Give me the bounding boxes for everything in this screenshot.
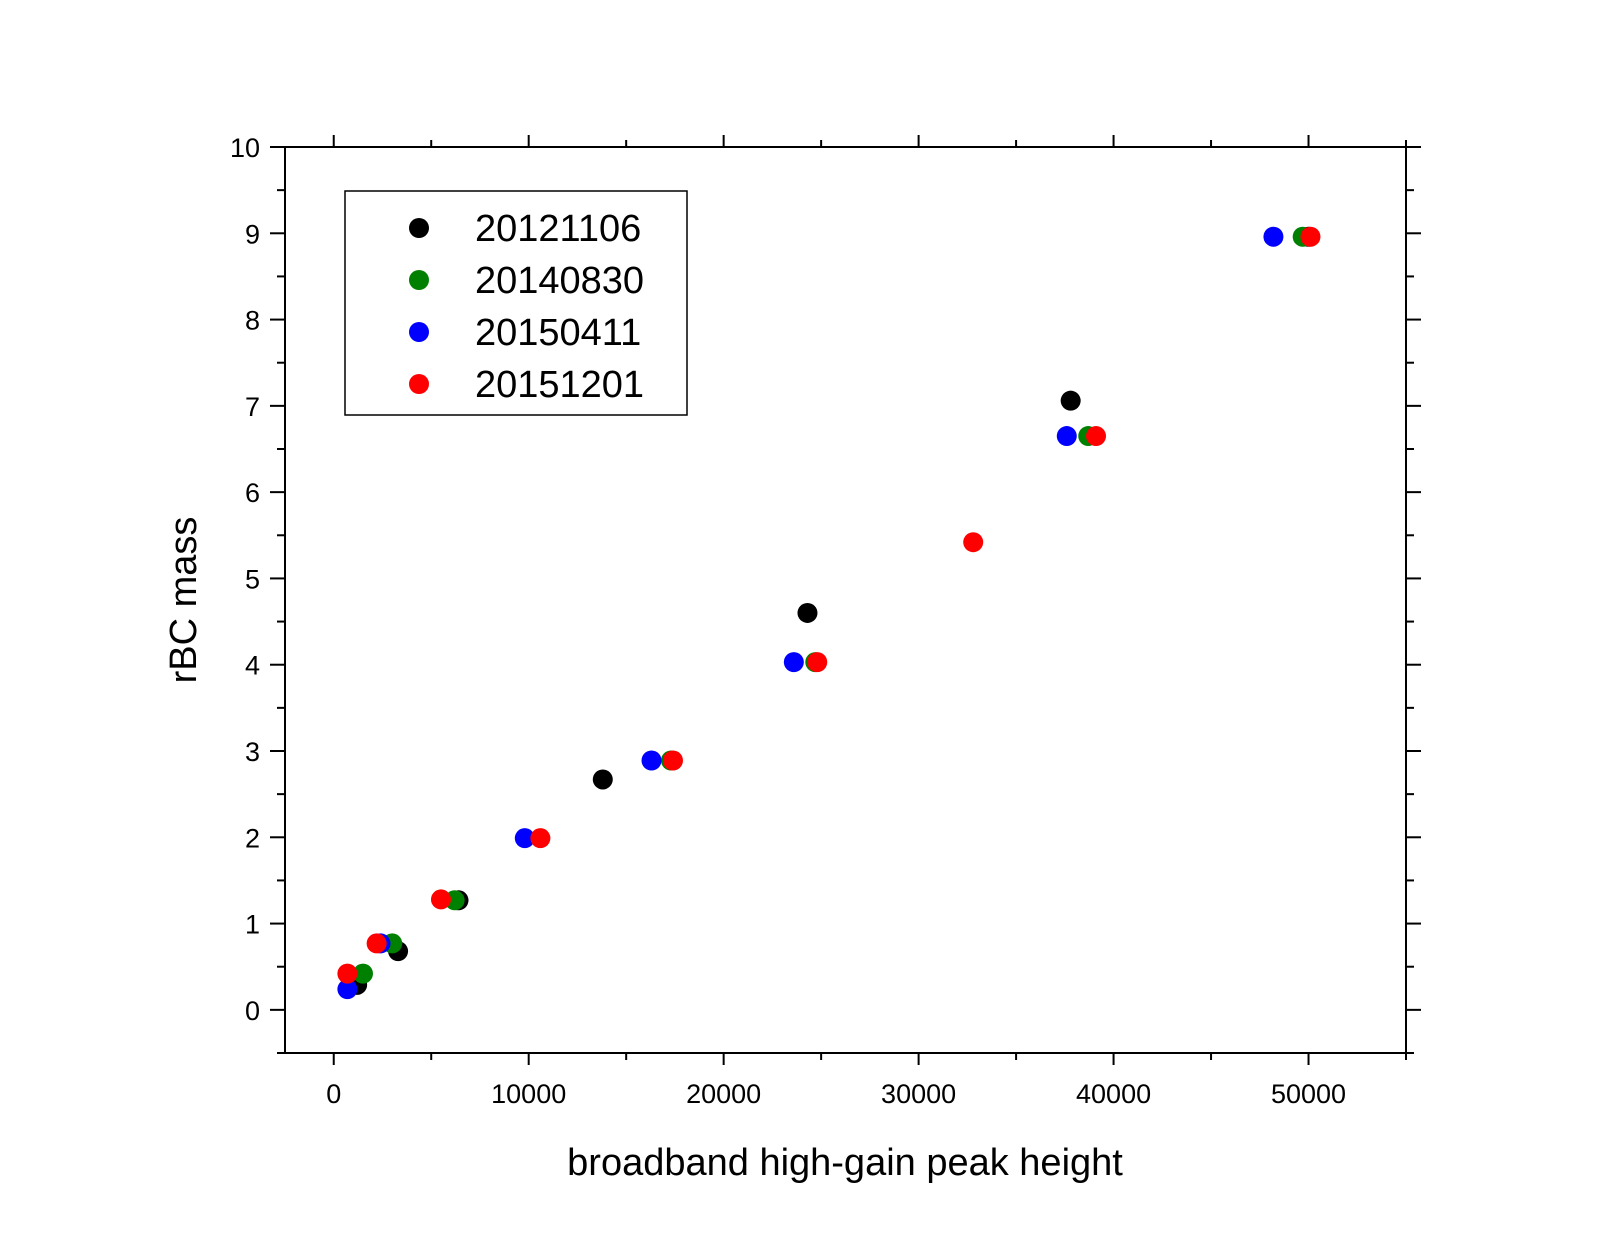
data-points [337,226,1321,1000]
data-point-series-3 [1300,226,1321,247]
y-tick-label: 1 [245,910,260,940]
legend-marker-1 [409,270,429,290]
x-tick-label: 20000 [686,1079,761,1109]
data-point-series-3 [366,933,387,954]
data-point-series-3 [963,532,984,553]
data-point-series-2 [1056,426,1077,447]
legend-box [344,190,688,416]
data-point-series-3 [337,963,358,984]
y-tick-label: 8 [245,306,260,336]
legend-label-0: 20121106 [475,208,641,250]
y-tick-label: 5 [245,564,260,594]
y-tick-label: 9 [245,219,260,249]
y-axis-title: rBC mass [163,517,205,684]
data-point-series-2 [514,828,535,849]
data-point-series-3 [430,889,451,910]
tick-labels: 0 10000 20000 30000 40000 50000 0 1 2 3 4 5 6 7 8 9 10 [230,133,1346,1109]
legend-label-1: 20140830 [475,260,644,302]
x-tick-label: 0 [326,1079,341,1109]
y-tick-label: 0 [245,996,260,1026]
y-tick-label: 2 [245,823,260,853]
data-point-series-3 [1086,426,1107,447]
y-tick-label: 10 [230,133,260,163]
x-tick-label: 50000 [1271,1079,1346,1109]
data-point-series-0 [1060,390,1081,411]
x-tick-label: 30000 [881,1079,956,1109]
legend-marker-2 [409,322,429,342]
y-tick-label: 6 [245,478,260,508]
data-point-series-3 [662,750,683,771]
y-tick-label: 4 [245,651,260,681]
x-tick-label: 10000 [491,1079,566,1109]
x-axis-title: broadband high-gain peak height [567,1142,1123,1184]
data-point-series-0 [592,769,613,790]
legend-label-2: 20150411 [475,312,641,354]
legend-label-3: 20151201 [475,364,644,406]
data-point-series-0 [797,602,818,623]
y-tick-label: 3 [245,737,260,767]
data-point-series-3 [807,652,828,673]
data-point-series-3 [530,828,551,849]
plot-frame [284,146,1407,1054]
legend-marker-3 [409,374,429,394]
x-tick-label: 40000 [1076,1079,1151,1109]
data-point-series-1 [352,963,373,984]
legend: 20121106 20140830 20150411 20151201 [344,190,688,416]
legend-marker-0 [409,218,429,238]
data-point-series-2 [641,750,662,771]
data-point-series-2 [1263,226,1284,247]
axis-ticks [270,135,1421,1065]
y-tick-label: 7 [245,392,260,422]
data-point-series-2 [783,652,804,673]
data-point-series-2 [337,979,358,1000]
